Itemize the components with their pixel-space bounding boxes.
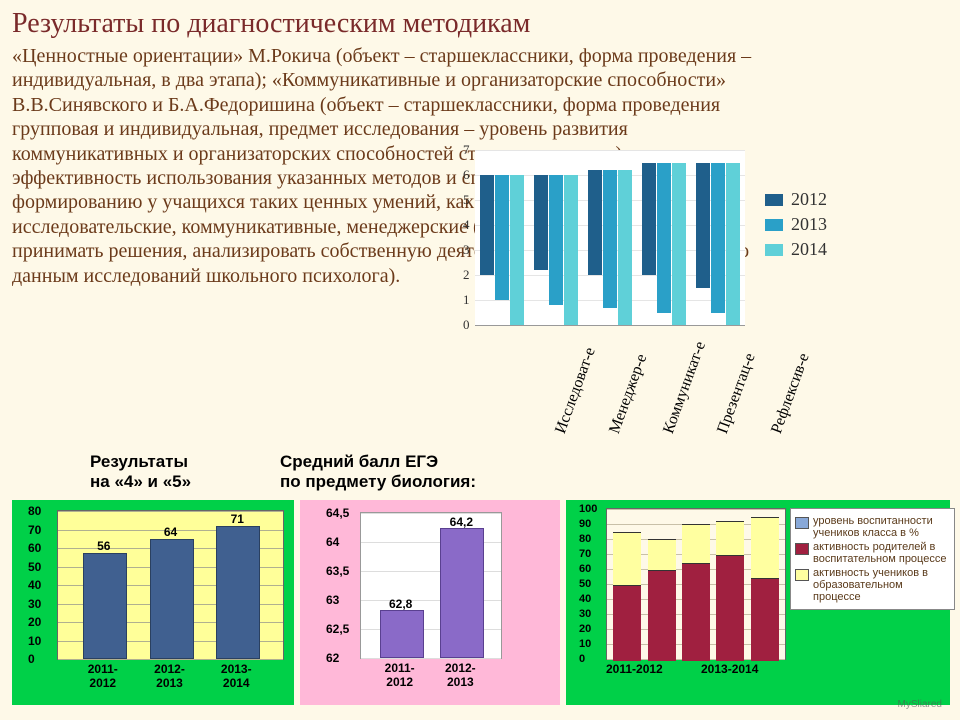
upbringing-stacked-bar-chart: 01020304050607080901002011-20122013-2014… [566, 500, 950, 705]
skills-grouped-bar-chart: 01234567Исследоват-еМенеджер-еКоммуникат… [455, 150, 935, 450]
subtitle-results-4-5: Результаты на «4» и «5» [90, 452, 191, 492]
slide: Результаты по диагностическим методикам … [0, 0, 960, 720]
results-4-5-bar-chart: 010203040506070805664712011- 20122012- 2… [12, 500, 294, 705]
watermark: MySliared [898, 699, 942, 710]
ege-biology-bar-chart: 6262,56363,56464,562,864,22011- 20122012… [300, 500, 560, 705]
slide-title: Результаты по диагностическим методикам [12, 8, 530, 40]
subtitle-ege-biology: Средний балл ЕГЭ по предмету биология: [280, 452, 476, 492]
